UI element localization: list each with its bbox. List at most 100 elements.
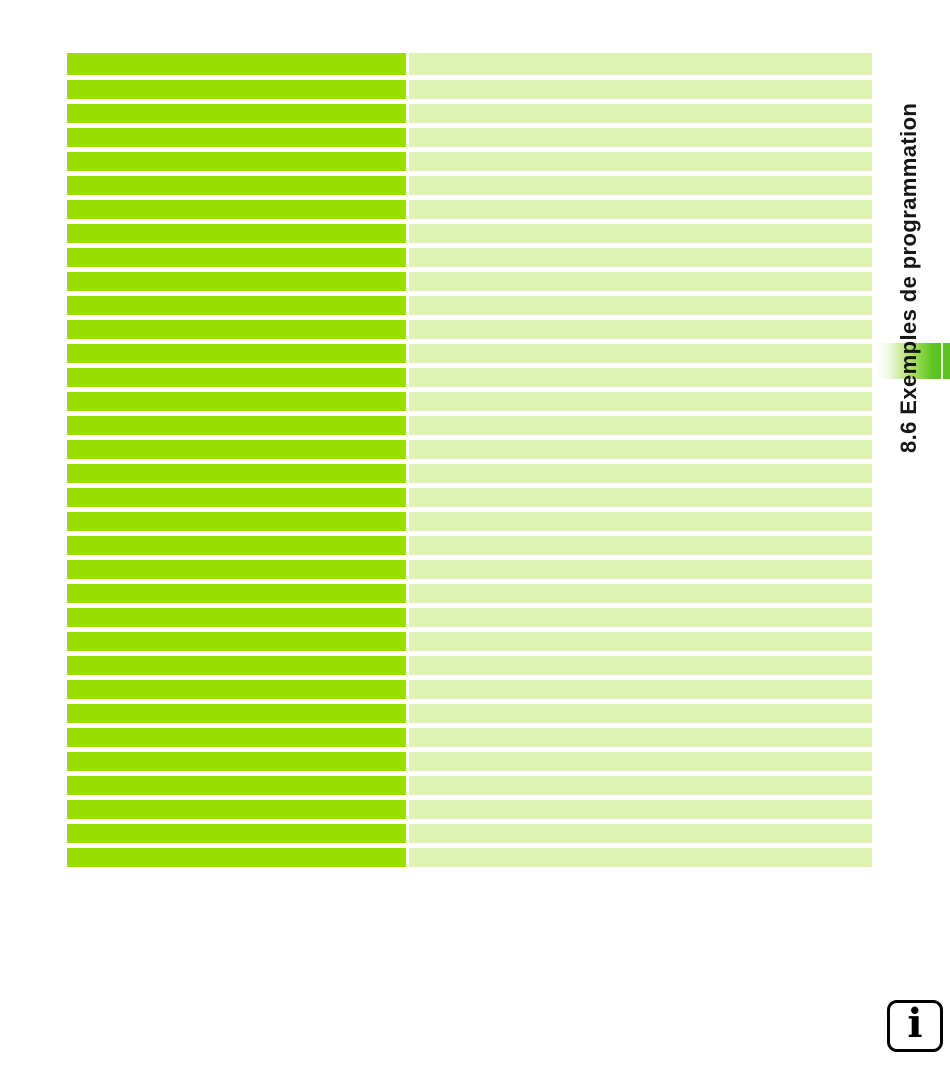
- table-cell-left: [67, 368, 406, 387]
- table-cell-left: [67, 848, 406, 867]
- table-cell-left: [67, 53, 406, 75]
- table-cell-left: [67, 248, 406, 267]
- table-cell-left: [67, 656, 406, 675]
- table-cell-right: [409, 104, 872, 123]
- table-cell-left: [67, 416, 406, 435]
- table-cell-left: [67, 512, 406, 531]
- table-row: [67, 800, 872, 819]
- table-cell-right: [409, 728, 872, 747]
- table-cell-right: [409, 392, 872, 411]
- table-cell-left: [67, 296, 406, 315]
- table-row: [67, 128, 872, 147]
- table-cell-right: [409, 824, 872, 843]
- table-row: [67, 152, 872, 171]
- info-icon-glyph: i: [907, 1000, 923, 1047]
- table-cell-left: [67, 608, 406, 627]
- table-cell-left: [67, 344, 406, 363]
- table-cell-left: [67, 176, 406, 195]
- table-cell-left: [67, 632, 406, 651]
- table-cell-left: [67, 200, 406, 219]
- table-cell-right: [409, 776, 872, 795]
- table-cell-right: [409, 680, 872, 699]
- table-cell-right: [409, 176, 872, 195]
- table-cell-right: [409, 80, 872, 99]
- table-row: [67, 296, 872, 315]
- table-row: [67, 464, 872, 483]
- table-row: [67, 584, 872, 603]
- table-cell-right: [409, 296, 872, 315]
- table-row: [67, 608, 872, 627]
- table-cell-right: [409, 368, 872, 387]
- table-row: [67, 104, 872, 123]
- table-row: [67, 680, 872, 699]
- chapter-title-vertical: 8.6 Exemples de programmation: [893, 41, 925, 453]
- table-cell-left: [67, 152, 406, 171]
- table-row: [67, 536, 872, 555]
- table-cell-right: [409, 344, 872, 363]
- table-cell-right: [409, 656, 872, 675]
- table-cell-left: [67, 464, 406, 483]
- table-cell-right: [409, 512, 872, 531]
- table-row: [67, 656, 872, 675]
- table-row: [67, 776, 872, 795]
- table-cell-left: [67, 320, 406, 339]
- table-cell-left: [67, 584, 406, 603]
- table-row: [67, 80, 872, 99]
- table-row: [67, 344, 872, 363]
- table-cell-right: [409, 752, 872, 771]
- table-cell-right: [409, 152, 872, 171]
- chapter-title-text: 8.6 Exemples de programmation: [896, 102, 921, 453]
- table-row: [67, 392, 872, 411]
- table-row: [67, 416, 872, 435]
- table-cell-right: [409, 800, 872, 819]
- chapter-tab: [877, 343, 950, 379]
- table-cell-right: [409, 320, 872, 339]
- table-cell-right: [409, 248, 872, 267]
- table-row: [67, 248, 872, 267]
- table-cell-right: [409, 536, 872, 555]
- table-cell-right: [409, 560, 872, 579]
- table-row: [67, 488, 872, 507]
- table-row: [67, 440, 872, 459]
- table-cell-left: [67, 488, 406, 507]
- table-row: [67, 200, 872, 219]
- table-row: [67, 728, 872, 747]
- table-cell-left: [67, 80, 406, 99]
- table-cell-right: [409, 608, 872, 627]
- table-cell-right: [409, 632, 872, 651]
- table-cell-left: [67, 728, 406, 747]
- table-row: [67, 632, 872, 651]
- table-cell-left: [67, 800, 406, 819]
- table-row: [67, 560, 872, 579]
- table-row: [67, 272, 872, 291]
- table-cell-left: [67, 824, 406, 843]
- table-cell-left: [67, 128, 406, 147]
- table-cell-left: [67, 272, 406, 291]
- table-row: [67, 224, 872, 243]
- table-row: [67, 848, 872, 867]
- table-cell-left: [67, 776, 406, 795]
- table-row: [67, 368, 872, 387]
- table-cell-right: [409, 704, 872, 723]
- table-row: [67, 704, 872, 723]
- info-icon[interactable]: i: [887, 1000, 943, 1052]
- table-cell-right: [409, 224, 872, 243]
- table-cell-left: [67, 224, 406, 243]
- table-row: [67, 320, 872, 339]
- table-cell-right: [409, 464, 872, 483]
- table-cell-left: [67, 680, 406, 699]
- program-example-table: [67, 53, 872, 872]
- table-cell-right: [409, 53, 872, 75]
- table-row: [67, 53, 872, 75]
- table-cell-left: [67, 392, 406, 411]
- table-cell-right: [409, 584, 872, 603]
- table-cell-right: [409, 848, 872, 867]
- table-cell-left: [67, 440, 406, 459]
- table-cell-left: [67, 752, 406, 771]
- table-cell-right: [409, 200, 872, 219]
- table-cell-right: [409, 440, 872, 459]
- table-cell-left: [67, 104, 406, 123]
- table-cell-right: [409, 128, 872, 147]
- table-cell-right: [409, 488, 872, 507]
